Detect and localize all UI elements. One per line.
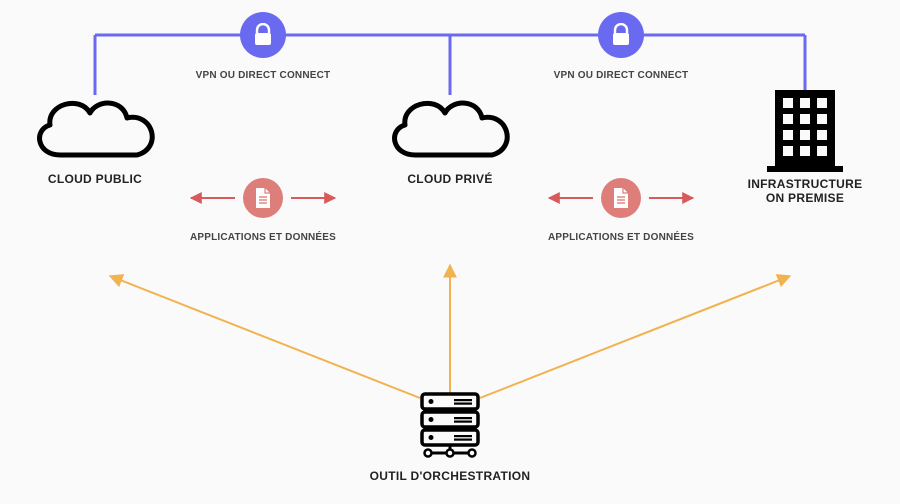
on-premise-label: INFRASTRUCTURE ON PREMISE [715, 177, 895, 207]
on-premise-node [765, 88, 845, 173]
lock-icon [611, 23, 631, 47]
doc-badge-right [601, 178, 641, 218]
orchestration-label: OUTIL D'ORCHESTRATION [340, 469, 560, 485]
cloud-icon [380, 90, 520, 170]
document-icon [254, 187, 272, 209]
orchestration-arrows [110, 265, 790, 398]
vpn-label-right: VPN OU DIRECT CONNECT [531, 70, 711, 81]
server-icon [414, 390, 486, 460]
document-icon [612, 187, 630, 209]
doc-badge-left [243, 178, 283, 218]
orchestration-node [414, 390, 486, 460]
on-premise-label-line2: ON PREMISE [766, 191, 844, 205]
app-data-label-left: APPLICATIONS ET DONNÉES [173, 232, 353, 243]
cloud-icon [25, 90, 165, 170]
lock-icon [253, 23, 273, 47]
cloud-public-label: CLOUD PUBLIC [15, 172, 175, 188]
on-premise-label-line1: INFRASTRUCTURE [748, 177, 863, 191]
app-data-label-right: APPLICATIONS ET DONNÉES [531, 232, 711, 243]
lock-badge-left [240, 12, 286, 58]
building-icon [765, 88, 845, 173]
cloud-public-node [25, 90, 165, 170]
cloud-prive-label: CLOUD PRIVÉ [370, 172, 530, 188]
vpn-label-left: VPN OU DIRECT CONNECT [173, 70, 353, 81]
vpn-lines [95, 35, 805, 95]
cloud-prive-node [380, 90, 520, 170]
lock-badge-right [598, 12, 644, 58]
